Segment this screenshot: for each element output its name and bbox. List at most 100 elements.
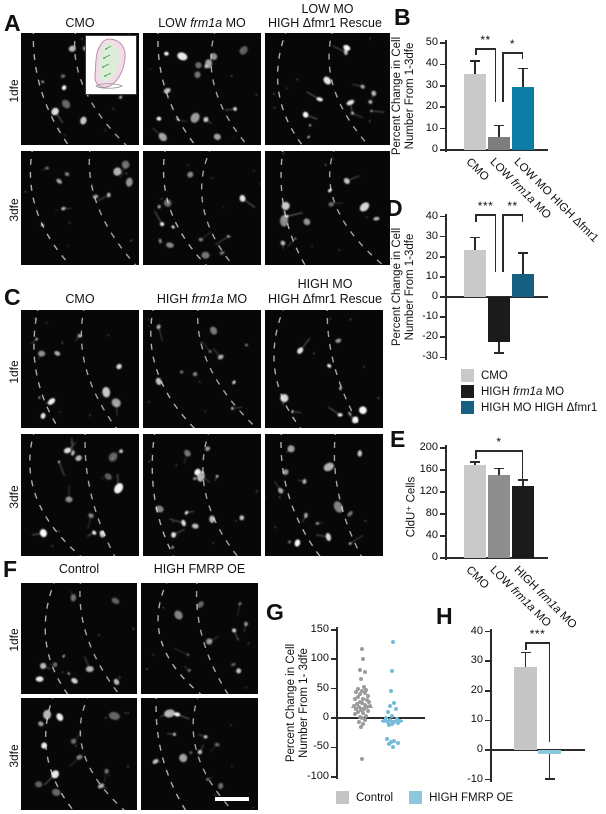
y-tick-label: 30 bbox=[425, 229, 438, 242]
error-cap bbox=[518, 479, 528, 481]
bar bbox=[488, 474, 510, 558]
panel-c-col-title: HIGH Δfmr1 Rescue bbox=[268, 292, 382, 306]
y-tick bbox=[440, 235, 445, 238]
legend-swatch-oe bbox=[409, 791, 423, 804]
legend-item: Control bbox=[336, 791, 393, 804]
y-tick bbox=[440, 557, 445, 559]
micrograph-f-control-1dfe bbox=[21, 583, 137, 694]
sig-bracket-tick bbox=[475, 48, 477, 55]
scatter-point bbox=[356, 686, 360, 691]
y-tick bbox=[331, 687, 336, 690]
scatter-point bbox=[391, 745, 395, 750]
y-tick bbox=[440, 85, 445, 87]
y-tick-label: 0 bbox=[431, 143, 438, 155]
sig-bracket bbox=[475, 450, 523, 452]
x-axis bbox=[490, 749, 585, 751]
error-bar bbox=[498, 468, 500, 475]
error-bar bbox=[522, 68, 524, 87]
scatter-point bbox=[362, 685, 366, 690]
x-axis bbox=[445, 149, 548, 151]
panel-letter-a: A bbox=[4, 10, 21, 36]
y-axis bbox=[490, 629, 492, 782]
scatter-point bbox=[364, 713, 368, 718]
sig-bracket-tick bbox=[525, 642, 527, 650]
y-tick-label: -30 bbox=[422, 350, 438, 363]
error-cap bbox=[470, 60, 480, 62]
y-tick-label: 10 bbox=[425, 121, 438, 134]
y-tick-label: 40 bbox=[425, 209, 438, 222]
bar bbox=[488, 297, 510, 343]
micrograph-c-rescue-1dfe bbox=[265, 310, 383, 428]
x-axis bbox=[336, 717, 425, 719]
legend-label: Control bbox=[356, 791, 394, 804]
micrograph-a-lowmo-1dfe bbox=[143, 33, 261, 145]
y-axis bbox=[445, 40, 447, 152]
error-cap bbox=[518, 67, 528, 70]
scatter-point bbox=[363, 717, 367, 722]
scale-bar bbox=[215, 797, 249, 801]
y-tick bbox=[440, 42, 445, 44]
error-bar bbox=[474, 237, 476, 250]
bar bbox=[512, 86, 534, 150]
scatter-point bbox=[354, 706, 358, 711]
sig-bracket-tick bbox=[521, 450, 523, 479]
sig-bracket-tick bbox=[475, 214, 477, 222]
y-tick bbox=[440, 63, 445, 66]
tectum-schematic-svg bbox=[94, 38, 126, 89]
scatter-point bbox=[363, 670, 367, 675]
scatter-point bbox=[353, 712, 357, 717]
sig-bracket-tick bbox=[548, 642, 550, 742]
y-tick-label: 20 bbox=[470, 683, 483, 696]
y-tick bbox=[485, 778, 490, 781]
error-cap bbox=[494, 352, 504, 354]
error-bar bbox=[498, 125, 500, 138]
panel-a-col-title: HIGH Δfmr1 Rescue bbox=[268, 16, 382, 30]
micrograph-f-oe-1dfe bbox=[141, 583, 258, 694]
scatter-point bbox=[385, 737, 389, 742]
y-tick-label: 30 bbox=[425, 78, 438, 91]
sig-label: *** bbox=[529, 627, 546, 641]
x-category-label: CMO bbox=[463, 564, 491, 592]
y-tick-label: -50 bbox=[313, 740, 329, 753]
micrograph-f-control-3dfe bbox=[21, 698, 137, 810]
y-tick bbox=[440, 447, 445, 449]
error-cap bbox=[470, 236, 480, 239]
sig-label: * bbox=[496, 435, 502, 449]
scatter-point bbox=[362, 707, 366, 712]
y-tick bbox=[440, 469, 445, 471]
scatter-point bbox=[352, 703, 356, 708]
scatter-point bbox=[390, 721, 394, 726]
error-bar bbox=[524, 652, 527, 668]
bar bbox=[538, 750, 561, 755]
y-tick-label: 100 bbox=[310, 652, 329, 665]
error-bar bbox=[474, 461, 476, 465]
bar bbox=[512, 485, 534, 558]
median-line bbox=[351, 706, 373, 709]
scatter-point bbox=[394, 706, 398, 711]
sig-bracket bbox=[502, 52, 523, 54]
scatter-point bbox=[392, 738, 396, 743]
panel-letter-h: H bbox=[436, 603, 453, 629]
y-tick bbox=[440, 106, 445, 108]
legend-panel-d: CMO HIGH frm1a MO HIGH MO HIGH Δfmr1 bbox=[461, 369, 597, 417]
scatter-point bbox=[360, 646, 364, 651]
sig-bracket-tick bbox=[502, 52, 504, 102]
micrograph-art bbox=[149, 33, 258, 145]
micrograph-art bbox=[21, 583, 135, 694]
legend-swatch-cmo bbox=[461, 369, 474, 382]
legend-item: HIGH frm1a MO bbox=[461, 385, 597, 398]
y-tick-label: 40 bbox=[470, 624, 483, 637]
panel-letter-e: E bbox=[390, 426, 406, 452]
y-tick-label: 20 bbox=[425, 100, 438, 113]
sig-label: * bbox=[509, 37, 516, 51]
y-tick bbox=[440, 127, 445, 130]
y-tick bbox=[440, 256, 445, 258]
sig-bracket-tick bbox=[521, 52, 523, 59]
scatter-point bbox=[363, 703, 367, 708]
scatter-point bbox=[361, 711, 365, 716]
micrograph-art bbox=[147, 310, 258, 428]
error-cap bbox=[470, 461, 480, 463]
sig-bracket bbox=[502, 214, 523, 216]
panel-a-col-title: CMO bbox=[65, 16, 95, 30]
